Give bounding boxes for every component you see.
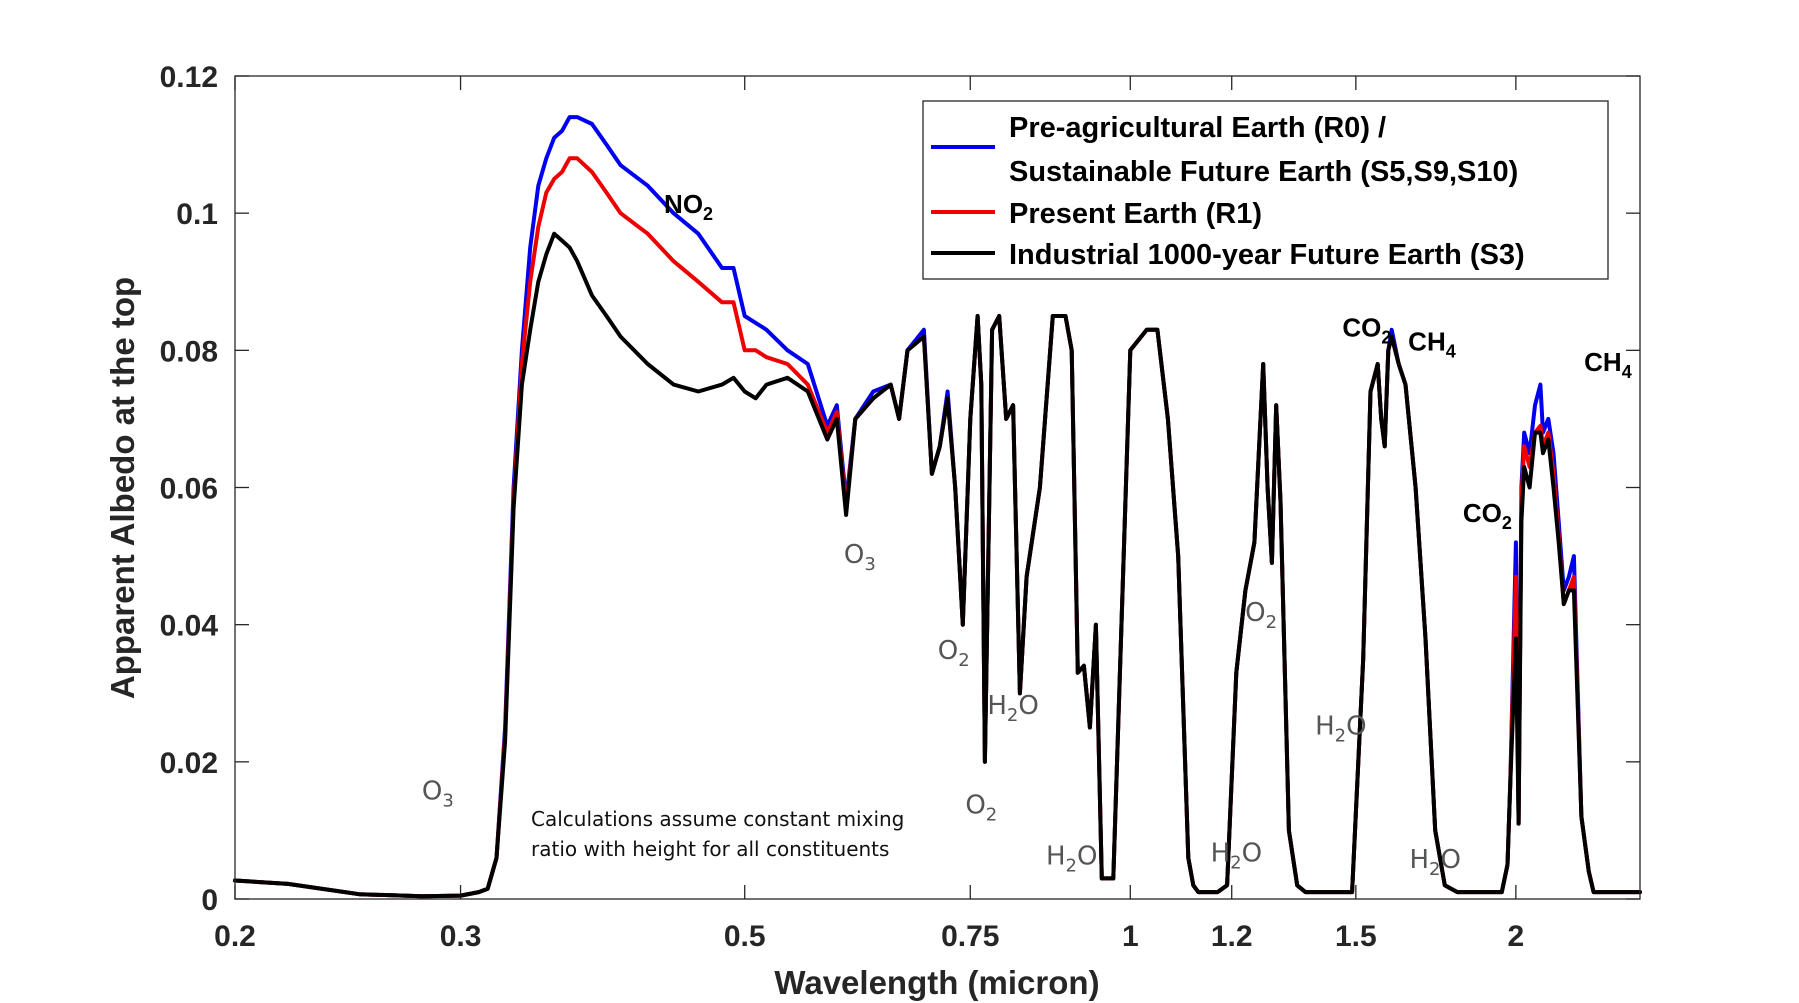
- y-tick-label-0.04: 0.04: [160, 610, 219, 643]
- y-tick-label-0: 0: [201, 884, 218, 917]
- legend-label-r0-line2: Sustainable Future Earth (S5,S9,S10): [1009, 156, 1518, 188]
- annotation-o3-5: O3: [422, 777, 454, 812]
- series-lines: [233, 115, 1642, 899]
- y-tick-label-0.02: 0.02: [160, 747, 218, 780]
- x-tick-label-1.5: 1.5: [1335, 920, 1377, 953]
- legend-label-r0-line1: Pre-agricultural Earth (R0) /: [1009, 112, 1386, 144]
- note-line-1: Calculations assume constant mixing: [531, 807, 904, 831]
- x-tick-label-0.5: 0.5: [724, 920, 766, 953]
- x-tick-label-0.3: 0.3: [440, 920, 482, 953]
- y-tick-label-0.08: 0.08: [160, 335, 218, 368]
- x-axis-title: Wavelength (micron): [774, 964, 1099, 1001]
- note: Calculations assume constant mixing rati…: [531, 807, 904, 861]
- x-tick-label-1: 1: [1122, 920, 1139, 953]
- legend-label-s3: Industrial 1000-year Future Earth (S3): [1009, 239, 1525, 271]
- x-tick-label-2: 2: [1508, 920, 1525, 953]
- x-tick-label-0.75: 0.75: [941, 920, 999, 953]
- legend: Pre-agricultural Earth (R0) / Sustainabl…: [922, 100, 1609, 280]
- y-tick-label-0.1: 0.1: [176, 198, 218, 231]
- note-line-2: ratio with height for all constituents: [531, 837, 889, 861]
- y-axis-title: Apparent Albedo at the top: [104, 277, 141, 699]
- legend-label-r1: Present Earth (R1): [1009, 198, 1262, 230]
- x-tick-label-0.2: 0.2: [214, 920, 256, 953]
- x-tick-label-1.2: 1.2: [1211, 920, 1253, 953]
- series-s3-line: [233, 231, 1642, 899]
- tick-labels: 0.2 0.3 0.5 0.75 1 1.2 1.5 2 0 0.02 0.04 0.06 0.08 0.…: [160, 61, 1525, 953]
- annotation-h2o-11: H2O: [1046, 842, 1097, 877]
- plot-frame: [234, 75, 1641, 900]
- annotation-h2o-13: H2O: [1315, 711, 1366, 746]
- y-tick-label-0.12: 0.12: [160, 61, 218, 94]
- legend-box: [922, 100, 1609, 280]
- y-tick-label-0.06: 0.06: [160, 473, 218, 506]
